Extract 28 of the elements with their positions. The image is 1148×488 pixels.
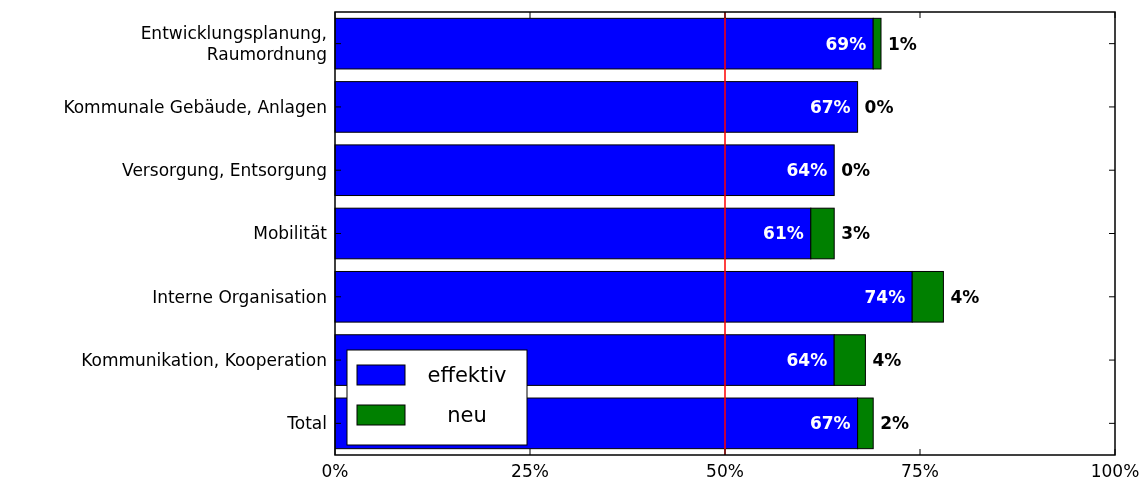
x-tick-label: 75%	[901, 461, 939, 481]
data-label: 0%	[864, 96, 894, 117]
legend-label: effektiv	[427, 363, 507, 388]
x-tick-label: 50%	[706, 461, 744, 481]
data-label: 3%	[841, 223, 871, 244]
data-label: 69%	[825, 33, 867, 54]
data-label: 64%	[786, 350, 828, 371]
y-tick-label: Versorgung, Entsorgung	[122, 160, 327, 181]
data-label: 61%	[763, 223, 804, 244]
y-tick-label: Kommunale Gebäude, Anlagen	[63, 96, 327, 117]
data-label: 64%	[786, 160, 828, 181]
data-label: 67%	[809, 96, 851, 117]
data-label: 2%	[880, 413, 910, 434]
data-label: 67%	[809, 413, 851, 434]
legend-label: neu	[447, 403, 487, 428]
data-label: 4%	[950, 286, 980, 307]
x-tick-label: 25%	[511, 461, 549, 481]
x-tick-label: 0%	[321, 461, 349, 481]
data-label: 0%	[841, 160, 871, 181]
y-tick-label: Kommunikation, Kooperation	[81, 350, 327, 371]
y-tick-label: Interne Organisation	[152, 286, 327, 307]
data-label: 4%	[872, 350, 902, 371]
y-tick-label: Total	[286, 413, 327, 434]
y-tick-label: Mobilität	[253, 223, 328, 244]
y-tick-label: Entwicklungsplanung, Raumordnung	[140, 23, 327, 64]
data-label: 1%	[888, 33, 917, 54]
data-label: 74%	[864, 286, 906, 307]
x-tick-label: 100%	[1090, 461, 1140, 481]
